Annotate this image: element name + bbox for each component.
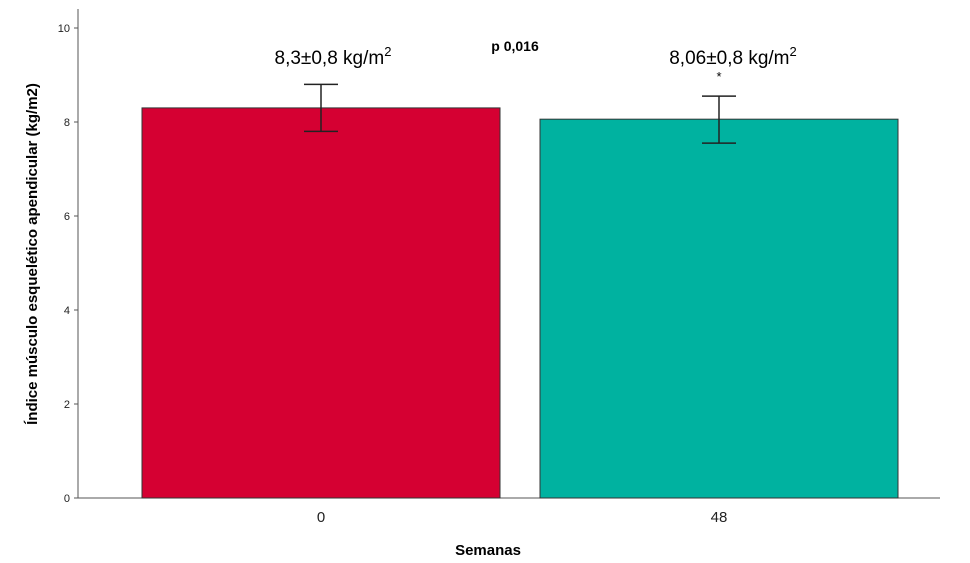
- x-tick-label: 48: [711, 509, 728, 526]
- y-axis-title: Índice músculo esquelético apendicular (…: [24, 83, 41, 425]
- bar-label-1: 8,06±0,8 kg/m2: [669, 44, 797, 69]
- p-value-label: p 0,016: [491, 38, 539, 54]
- y-tick-label: 8: [64, 117, 70, 129]
- bar-0: [141, 107, 501, 499]
- error-bars: [304, 83, 736, 144]
- bar-48: [539, 118, 899, 499]
- y-ticks: 0 2 4 6 8 10: [58, 23, 78, 505]
- bar-label-0: 8,3±0,8 kg/m2: [275, 44, 392, 69]
- y-tick-label: 0: [64, 493, 70, 505]
- y-tick-label: 10: [58, 23, 70, 35]
- significance-marker: *: [716, 69, 721, 84]
- x-axis-title: Semanas: [455, 542, 521, 559]
- bars: [141, 107, 899, 499]
- x-tick-labels: 0 48: [317, 509, 728, 526]
- y-tick-label: 4: [64, 305, 70, 317]
- y-tick-label: 2: [64, 399, 70, 411]
- x-tick-label: 0: [317, 509, 325, 526]
- y-tick-label: 6: [64, 211, 70, 223]
